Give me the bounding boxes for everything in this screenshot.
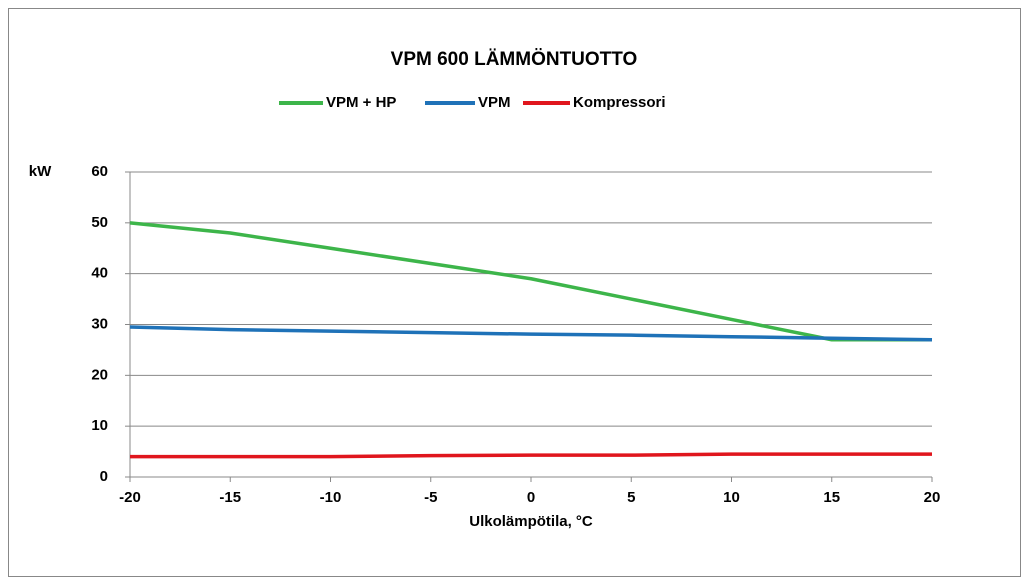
y-tick-label: 0 [100,468,108,485]
chart-border [8,8,1021,577]
series-line [129,221,932,342]
legend-label: VPM + HP [326,94,396,111]
x-axis-title: Ulkolämpötila, °C [469,513,593,530]
x-tick-label: 0 [527,489,535,506]
x-tick-label: 10 [723,489,740,506]
legend-label: Kompressori [573,94,666,111]
chart-title: VPM 600 LÄMMÖNTUOTTO [391,49,638,70]
y-tick-label: 30 [91,315,108,332]
x-tick-label: 15 [823,489,840,506]
x-tick-label: 20 [924,489,941,506]
y-tick-label: 40 [91,265,108,282]
y-tick-label: 50 [91,214,108,231]
x-tick-label: -20 [119,489,141,506]
series-line [129,325,933,342]
x-tick-label: 5 [627,489,635,506]
y-tick-label: 10 [91,417,108,434]
y-tick-label: 20 [91,366,108,383]
series-line [130,452,932,459]
legend-label: VPM [478,94,511,111]
x-tick-label: -10 [320,489,342,506]
x-tick-label: -5 [424,489,437,506]
x-tick-label: -15 [219,489,241,506]
y-axis-title: kW [29,163,52,180]
y-tick-label: 60 [91,163,108,180]
